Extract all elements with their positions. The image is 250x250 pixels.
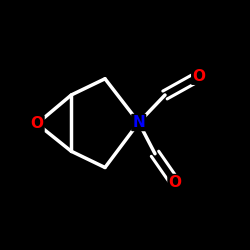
Text: N: N xyxy=(132,115,145,130)
Text: O: O xyxy=(168,175,181,190)
Text: O: O xyxy=(30,116,44,131)
Text: O: O xyxy=(192,69,205,84)
